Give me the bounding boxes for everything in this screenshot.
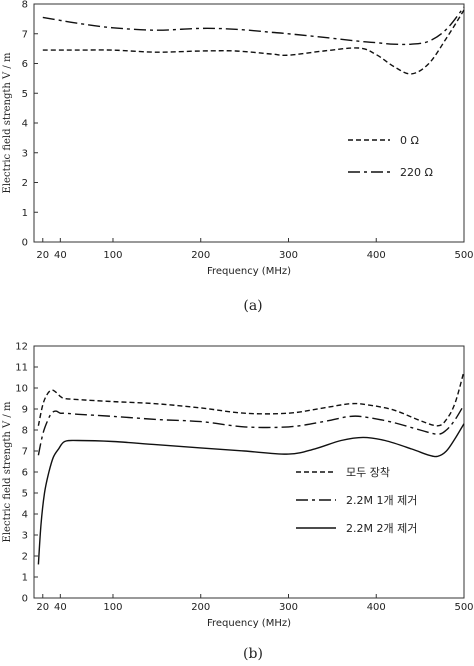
x-tick-label: 200 <box>191 602 210 613</box>
x-tick-label: 500 <box>454 250 473 261</box>
x-tick-label: 300 <box>279 250 298 261</box>
x-tick-label: 20 <box>36 250 49 261</box>
y-tick-label: 1 <box>22 208 28 219</box>
legend-label: 0 Ω <box>400 134 419 147</box>
y-axis-label: Electric field strength V / m <box>2 52 13 193</box>
y-tick-label: 0 <box>22 594 28 605</box>
y-tick-label: 5 <box>22 89 28 100</box>
y-tick-label: 6 <box>22 59 28 70</box>
y-tick-label: 8 <box>22 0 28 11</box>
y-tick-label: 7 <box>22 29 28 40</box>
x-tick-label: 40 <box>54 250 67 261</box>
y-tick-label: 4 <box>22 119 28 130</box>
y-axis-label: Electric field strength V / m <box>2 401 13 542</box>
figure-caption: (b) <box>243 646 263 662</box>
x-tick-label: 40 <box>54 602 67 613</box>
legend-label: 2.2M 2개 제거 <box>346 522 417 535</box>
series-line-3 <box>37 423 465 565</box>
y-tick-label: 7 <box>22 447 28 458</box>
legend: 0 Ω 220 Ω <box>348 134 433 179</box>
y-tick-label: 6 <box>22 468 28 479</box>
y-tick-label: 9 <box>22 405 28 416</box>
x-tick-label: 500 <box>454 602 473 613</box>
y-tick-label: 2 <box>22 178 28 189</box>
plot-frame <box>33 345 465 599</box>
x-tick-label: 400 <box>367 250 386 261</box>
y-tick-label: 0 <box>22 238 28 249</box>
x-tick-label: 100 <box>103 250 122 261</box>
x-tick-label: 100 <box>103 602 122 613</box>
figure-caption: (a) <box>243 298 262 314</box>
legend: 모두 장착 2.2M 1개 제거 2.2M 2개 제거 <box>296 466 417 535</box>
y-tick-label: 12 <box>15 342 28 353</box>
x-tick-label: 400 <box>367 602 386 613</box>
series-line-2 <box>37 404 465 456</box>
x-axis-label: Frequency (MHz) <box>207 266 291 277</box>
y-tick-label: 1 <box>22 573 28 584</box>
y-tick-label: 8 <box>22 426 28 437</box>
y-tick-label: 3 <box>22 148 28 159</box>
chart-panel-1: 0 1 2 3 4 5 6 7 8 20 40 100 200 300 400 500 Frequency (M… <box>2 0 474 277</box>
plot-frame <box>33 3 465 243</box>
x-tick-label: 300 <box>279 602 298 613</box>
legend-label: 2.2M 1개 제거 <box>346 494 417 507</box>
x-axis-label: Frequency (MHz) <box>207 618 291 629</box>
series-line-2 <box>42 6 465 46</box>
y-tick-label: 10 <box>15 384 28 395</box>
y-tick-label: 5 <box>22 489 28 500</box>
series-line-1 <box>42 9 465 75</box>
series-line-1 <box>37 371 465 427</box>
x-tick-label: 20 <box>36 602 49 613</box>
legend-label: 모두 장착 <box>346 466 390 479</box>
legend-label: 220 Ω <box>400 166 433 179</box>
y-tick-label: 3 <box>22 531 28 542</box>
y-tick-label: 11 <box>15 363 28 374</box>
x-tick-label: 200 <box>191 250 210 261</box>
y-tick-label: 4 <box>22 510 28 521</box>
y-tick-label: 2 <box>22 552 28 563</box>
